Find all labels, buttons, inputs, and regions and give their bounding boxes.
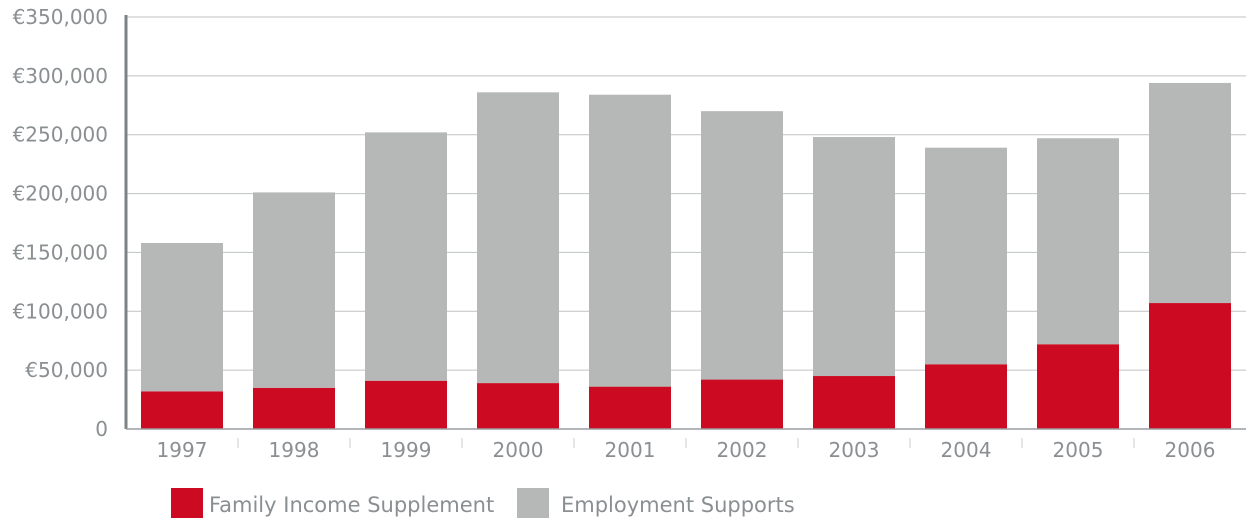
y-tick-label: €100,000 [13, 299, 108, 323]
bar-employment-supports [141, 243, 223, 392]
x-tick-label: 2006 [1165, 438, 1216, 462]
bar-employment-supports [477, 92, 559, 384]
bar-employment-supports [813, 137, 895, 377]
x-tick-label: 2003 [829, 438, 880, 462]
x-tick-label: 1998 [269, 438, 320, 462]
bar-family-income-supplement [589, 386, 671, 429]
bar-employment-supports [589, 94, 671, 387]
x-tick-label: 2004 [941, 438, 992, 462]
x-tick-label: 2005 [1053, 438, 1104, 462]
y-tick-label: 0 [95, 417, 108, 441]
bar-employment-supports [701, 111, 783, 380]
x-tick-label: 1999 [381, 438, 432, 462]
y-tick-label: €50,000 [25, 358, 108, 382]
bars [141, 82, 1231, 429]
legend: Family Income Supplement Employment Suppo… [171, 488, 795, 518]
legend-label: Employment Supports [561, 493, 795, 517]
x-tick-label: 1997 [157, 438, 208, 462]
bar-family-income-supplement [701, 379, 783, 429]
axes [124, 15, 1246, 448]
y-tick-label: €350,000 [13, 5, 108, 29]
bar-family-income-supplement [253, 387, 335, 429]
bar-family-income-supplement [1149, 303, 1231, 429]
x-tick-label: 2001 [605, 438, 656, 462]
legend-swatch [171, 488, 203, 518]
bar-employment-supports [365, 132, 447, 381]
x-axis-tick-labels: 1997 1998 1999 2000 2001 2002 2003 2004 2005 2006 [157, 438, 1216, 462]
bar-family-income-supplement [925, 364, 1007, 429]
legend-swatch [517, 488, 549, 518]
bar-family-income-supplement [365, 380, 447, 429]
x-tick-label: 2002 [717, 438, 768, 462]
bar-family-income-supplement [141, 391, 223, 429]
bar-family-income-supplement [1037, 344, 1119, 429]
bar-employment-supports [1037, 138, 1119, 345]
legend-label: Family Income Supplement [209, 493, 494, 517]
y-tick-label: €200,000 [13, 182, 108, 206]
y-tick-label: €250,000 [13, 123, 108, 147]
y-tick-label: €150,000 [13, 240, 108, 264]
bar-family-income-supplement [477, 383, 559, 429]
bar-employment-supports [253, 192, 335, 388]
y-axis-tick-labels: 0 €50,000 €100,000 €150,000 €200,000 €250,000… [13, 5, 108, 441]
bar-employment-supports [1149, 82, 1231, 304]
x-tick-label: 2000 [493, 438, 544, 462]
bar-family-income-supplement [813, 376, 895, 429]
bar-employment-supports [925, 147, 1007, 365]
y-tick-label: €300,000 [13, 64, 108, 88]
